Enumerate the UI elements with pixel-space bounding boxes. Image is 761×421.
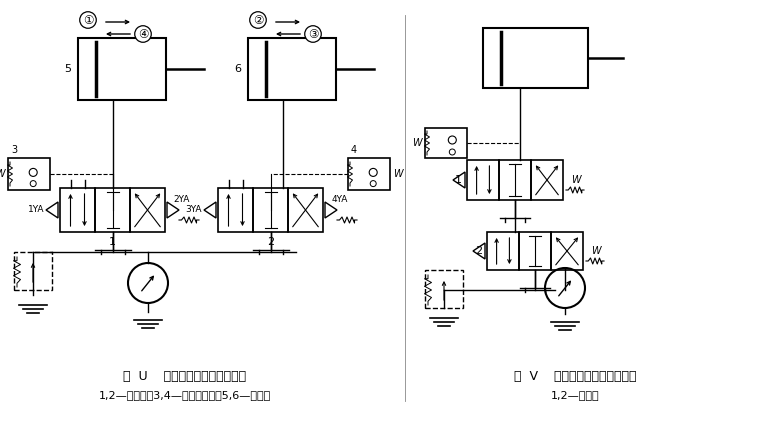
Bar (348, 158, 390, 190)
Text: 3: 3 (11, 145, 18, 155)
Text: 2YA: 2YA (174, 195, 190, 205)
Bar (551, 232, 583, 270)
Text: 4: 4 (351, 145, 357, 155)
Text: 1: 1 (455, 175, 462, 185)
Bar (531, 160, 563, 200)
Bar (483, 28, 588, 88)
Bar (253, 188, 288, 232)
Bar (78, 38, 166, 100)
Bar (95, 188, 130, 232)
Text: 1,2—换向阀；3,4—压力继电器；5,6—液压缸: 1,2—换向阀；3,4—压力继电器；5,6—液压缸 (99, 390, 271, 400)
Text: 1: 1 (109, 237, 116, 247)
Bar (8, 158, 50, 190)
Text: 2: 2 (267, 237, 274, 247)
Bar (425, 128, 467, 158)
Bar (519, 232, 551, 270)
Bar (467, 160, 499, 200)
Bar (499, 160, 531, 200)
Text: W: W (412, 138, 422, 148)
Bar (60, 188, 95, 232)
Text: 4YA: 4YA (332, 195, 349, 205)
Text: 3YA: 3YA (186, 205, 202, 215)
Text: W: W (393, 169, 403, 179)
Text: ④: ④ (138, 27, 148, 40)
Text: 6: 6 (234, 64, 241, 74)
Bar (248, 38, 336, 100)
Text: W: W (591, 246, 600, 256)
Text: 图  U    压力继电器用于顺序控制: 图 U 压力继电器用于顺序控制 (123, 370, 247, 383)
Bar (288, 188, 323, 232)
Text: 2: 2 (475, 246, 482, 256)
Text: 图  V    压力继电器用于安全保护: 图 V 压力继电器用于安全保护 (514, 370, 636, 383)
Text: ③: ③ (307, 27, 318, 40)
Text: 5: 5 (65, 64, 72, 74)
Bar (130, 188, 165, 232)
Bar (218, 188, 253, 232)
Text: W: W (571, 175, 581, 185)
Bar (425, 270, 463, 308)
Text: 1,2—电磁阀: 1,2—电磁阀 (551, 390, 600, 400)
Text: 1YA: 1YA (27, 205, 44, 215)
Text: ②: ② (253, 13, 263, 27)
Bar (14, 252, 52, 290)
Text: ①: ① (83, 13, 94, 27)
Text: W: W (0, 169, 5, 179)
Bar (487, 232, 519, 270)
